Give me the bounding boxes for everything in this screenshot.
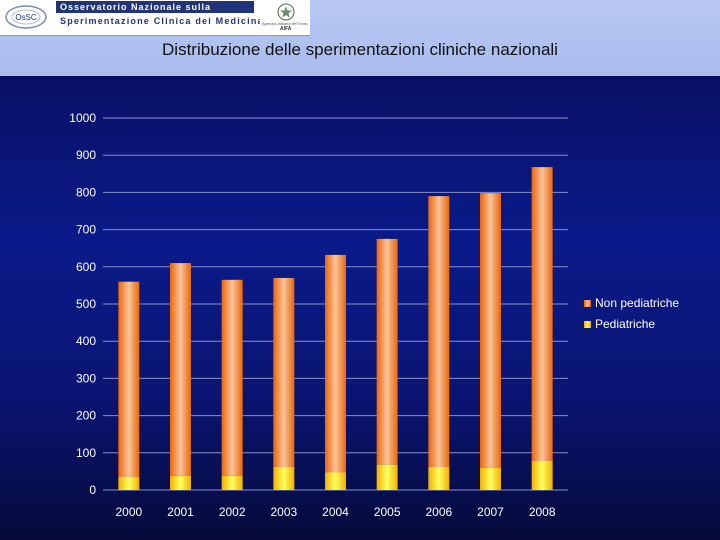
x-tick-label: 2008	[529, 505, 556, 519]
slide-header: OsSC Osservatorio Nazionale sulla Sperim…	[0, 0, 720, 76]
y-tick-label: 1000	[69, 111, 96, 125]
logo-line-2: Sperimentazione Clinica dei Medicinali	[60, 16, 260, 26]
bar-pediatriche-2007	[480, 467, 501, 490]
y-tick-label: 300	[76, 371, 96, 385]
bar-pediatriche-2001	[170, 475, 191, 490]
bar-non-pediatriche-2000	[118, 281, 140, 477]
x-tick-label: 2005	[374, 505, 401, 519]
y-tick-label: 200	[76, 409, 96, 423]
x-tick-label: 2007	[477, 505, 504, 519]
bar-non-pediatriche-2008	[531, 167, 553, 461]
y-tick-label: 600	[76, 260, 96, 274]
bar-non-pediatriche-2006	[428, 196, 450, 467]
bars	[118, 167, 553, 490]
x-tick-label: 2000	[115, 505, 142, 519]
bar-non-pediatriche-2001	[170, 263, 191, 476]
bar-non-pediatriche-2005	[376, 238, 398, 465]
aifa-logo-text: AIFA	[280, 26, 292, 32]
bar-non-pediatriche-2004	[325, 254, 346, 473]
legend-label-2: Pediatriche	[595, 317, 655, 331]
y-tick-label: 0	[89, 483, 96, 497]
y-tick-label: 100	[76, 446, 96, 460]
y-tick-label: 900	[76, 148, 96, 162]
logo-subtext: Agenzia Italiana del Farmaco	[262, 21, 308, 26]
legend-swatch-1	[584, 300, 591, 307]
x-tick-label: 2004	[322, 505, 349, 519]
legend: Non pediatriche Pediatriche	[584, 296, 679, 331]
bar-non-pediatriche-2007	[480, 193, 501, 468]
italian-emblem-icon	[277, 3, 295, 21]
logo-mark-text: OsSC	[15, 13, 37, 22]
legend-swatch-2	[584, 321, 591, 328]
bar-pediatriche-2005	[376, 464, 398, 490]
y-tick-label: 800	[76, 185, 96, 199]
bar-non-pediatriche-2002	[221, 279, 243, 476]
bar-pediatriche-2006	[428, 466, 450, 490]
y-axis-ticks: 0 100 200 300 400 500 600 700 800 900 1000	[69, 111, 96, 497]
x-tick-label: 2006	[425, 505, 452, 519]
bar-pediatriche-2008	[531, 460, 553, 490]
x-axis-ticks: 2000 2001 2002 2003 2004 2005 2006 2007 2008	[115, 505, 555, 519]
y-tick-label: 700	[76, 223, 96, 237]
x-tick-label: 2002	[219, 505, 246, 519]
y-tick-label: 500	[76, 297, 96, 311]
x-tick-label: 2003	[270, 505, 297, 519]
x-tick-label: 2001	[167, 505, 194, 519]
bar-pediatriche-2004	[325, 472, 346, 490]
legend-label-1: Non pediatriche	[595, 296, 679, 310]
slide-title: Distribuzione delle sperimentazioni clin…	[162, 40, 558, 59]
y-tick-label: 400	[76, 334, 96, 348]
bar-pediatriche-2003	[273, 466, 295, 490]
logo-line-1: Osservatorio Nazionale sulla	[56, 1, 254, 13]
bar-non-pediatriche-2003	[273, 277, 295, 467]
bar-pediatriche-2002	[221, 475, 243, 490]
ossc-logo-icon: OsSC	[5, 5, 47, 29]
observatory-logo: OsSC Osservatorio Nazionale sulla Sperim…	[0, 0, 310, 36]
bar-pediatriche-2000	[118, 476, 140, 490]
